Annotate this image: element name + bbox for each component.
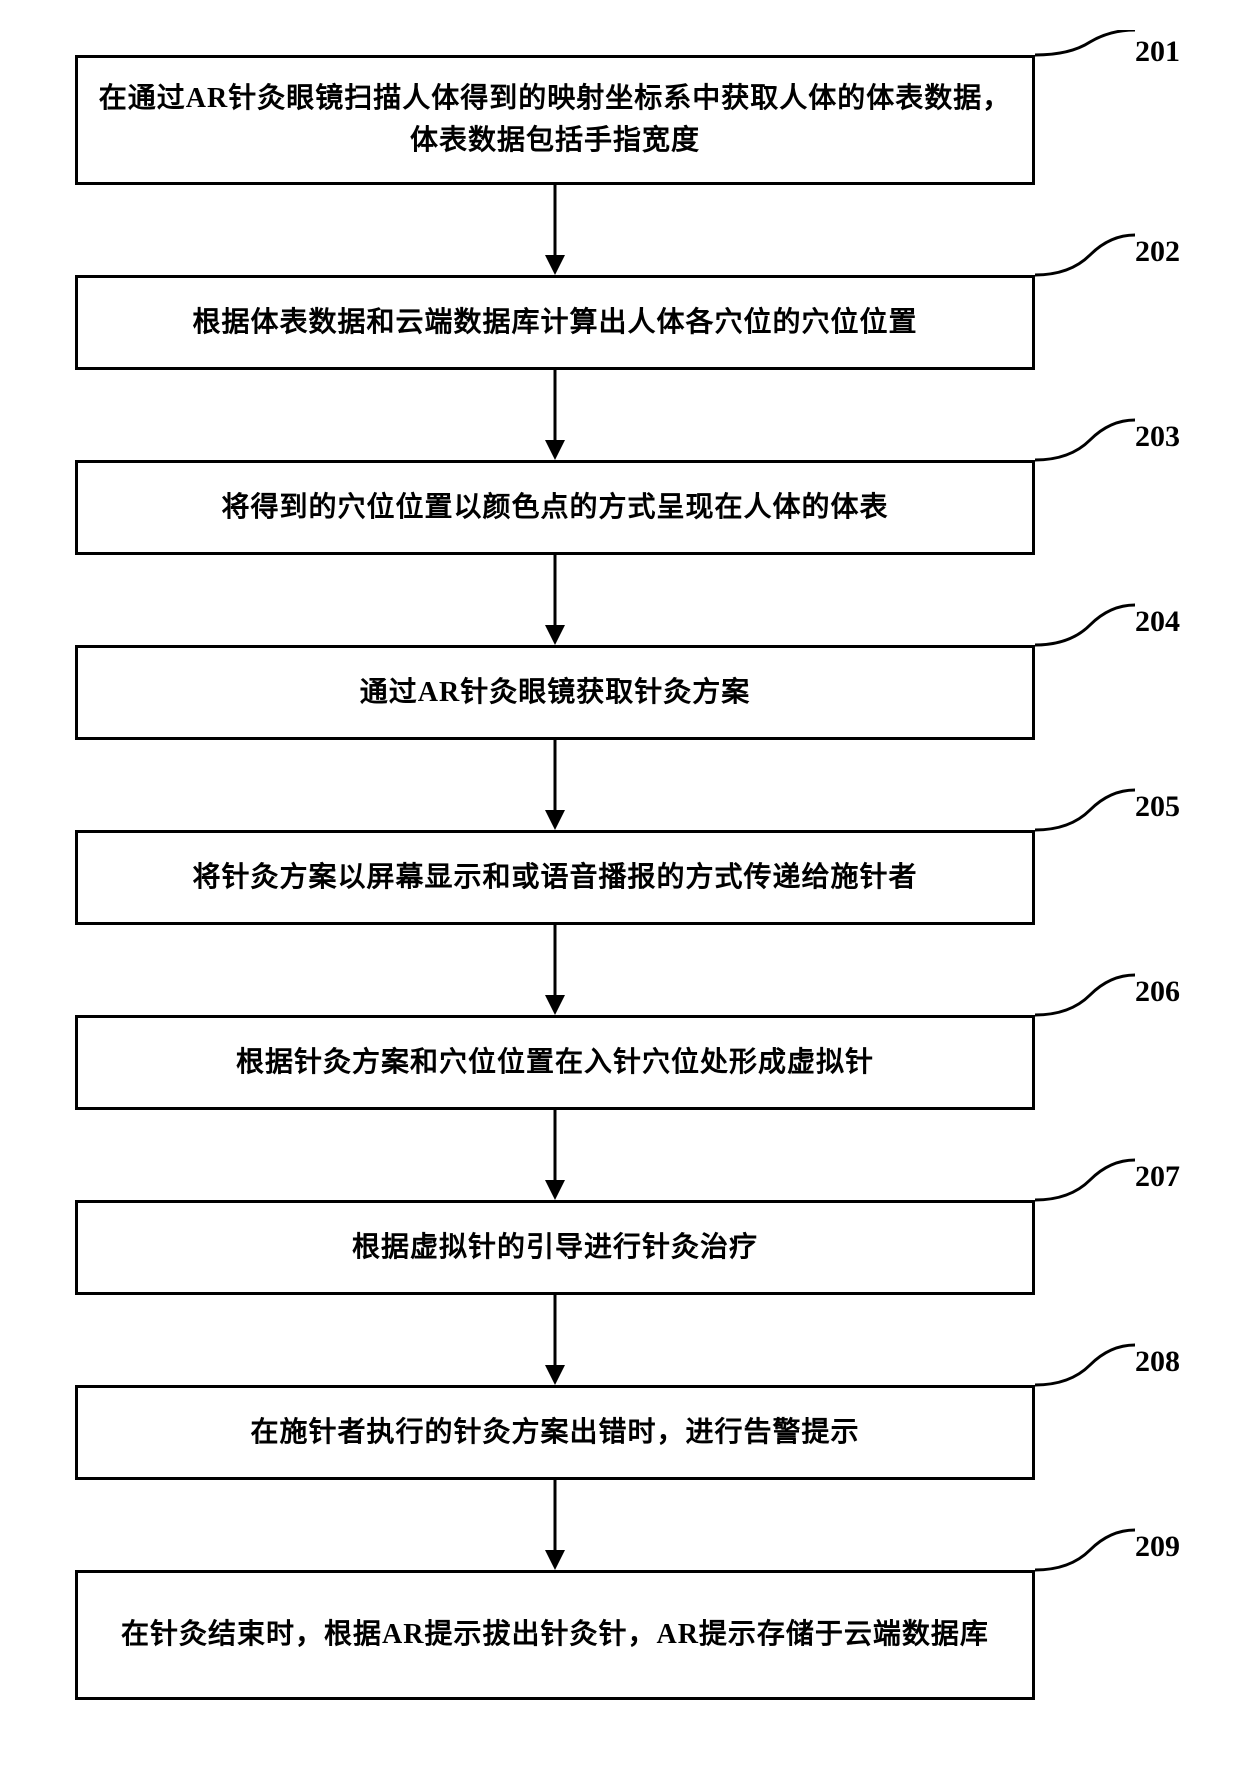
leader-204	[1035, 600, 1135, 660]
step-208-box: 在施针者执行的针灸方案出错时，进行告警提示	[75, 1385, 1035, 1480]
step-205-text: 将针灸方案以屏幕显示和或语音播报的方式传递给施针者	[192, 857, 917, 899]
step-204-text: 通过AR针灸眼镜获取针灸方案	[360, 672, 750, 714]
step-201-box: 在通过AR针灸眼镜扫描人体得到的映射坐标系中获取人体的体表数据，体表数据包括手指…	[75, 55, 1035, 185]
arrow-7	[540, 1295, 570, 1385]
arrow-1	[540, 185, 570, 275]
step-209-box: 在针灸结束时，根据AR提示拔出针灸针，AR提示存储于云端数据库	[75, 1570, 1035, 1700]
step-202-text: 根据体表数据和云端数据库计算出人体各穴位的穴位位置	[192, 302, 917, 344]
step-203-label: 203	[1135, 420, 1180, 454]
flowchart-canvas: 在通过AR针灸眼镜扫描人体得到的映射坐标系中获取人体的体表数据，体表数据包括手指…	[0, 0, 1240, 1791]
step-203-text: 将得到的穴位位置以颜色点的方式呈现在人体的体表	[221, 487, 888, 529]
step-208-label: 208	[1135, 1345, 1180, 1379]
arrow-5	[540, 925, 570, 1015]
step-204-label: 204	[1135, 605, 1180, 639]
leader-203	[1035, 415, 1135, 475]
leader-208	[1035, 1340, 1135, 1400]
arrow-3	[540, 555, 570, 645]
arrow-4	[540, 740, 570, 830]
step-202-label: 202	[1135, 235, 1180, 269]
step-209-text: 在针灸结束时，根据AR提示拔出针灸针，AR提示存储于云端数据库	[121, 1614, 989, 1656]
step-207-box: 根据虚拟针的引导进行针灸治疗	[75, 1200, 1035, 1295]
step-209-label: 209	[1135, 1530, 1180, 1564]
step-207-label: 207	[1135, 1160, 1180, 1194]
step-207-text: 根据虚拟针的引导进行针灸治疗	[352, 1227, 758, 1269]
arrow-8	[540, 1480, 570, 1570]
arrow-2	[540, 370, 570, 460]
step-205-label: 205	[1135, 790, 1180, 824]
leader-205	[1035, 785, 1135, 845]
step-202-box: 根据体表数据和云端数据库计算出人体各穴位的穴位位置	[75, 275, 1035, 370]
step-204-box: 通过AR针灸眼镜获取针灸方案	[75, 645, 1035, 740]
leader-201	[1035, 30, 1135, 70]
step-206-box: 根据针灸方案和穴位位置在入针穴位处形成虚拟针	[75, 1015, 1035, 1110]
step-205-box: 将针灸方案以屏幕显示和或语音播报的方式传递给施针者	[75, 830, 1035, 925]
step-201-label: 201	[1135, 35, 1180, 69]
step-208-text: 在施针者执行的针灸方案出错时，进行告警提示	[250, 1412, 859, 1454]
step-206-label: 206	[1135, 975, 1180, 1009]
leader-209	[1035, 1525, 1135, 1585]
leader-206	[1035, 970, 1135, 1030]
step-201-text: 在通过AR针灸眼镜扫描人体得到的映射坐标系中获取人体的体表数据，体表数据包括手指…	[98, 78, 1012, 162]
step-206-text: 根据针灸方案和穴位位置在入针穴位处形成虚拟针	[236, 1042, 874, 1084]
leader-202	[1035, 230, 1135, 290]
step-203-box: 将得到的穴位位置以颜色点的方式呈现在人体的体表	[75, 460, 1035, 555]
leader-207	[1035, 1155, 1135, 1215]
arrow-6	[540, 1110, 570, 1200]
